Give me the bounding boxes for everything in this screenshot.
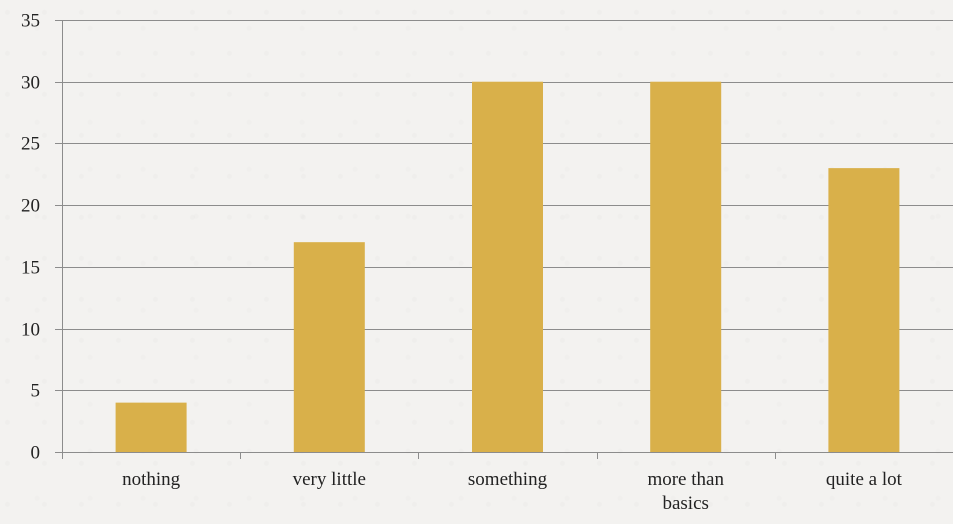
- bars: [115, 81, 900, 452]
- x-tick-label-more-than-basics: more than basics: [647, 469, 724, 514]
- y-tick-label-25: 25: [21, 134, 40, 155]
- y-tick-label-20: 20: [21, 196, 40, 217]
- x-tick-label-very-little: very little: [293, 469, 366, 490]
- bar-something: [472, 81, 543, 452]
- y-tick-label-30: 30: [21, 73, 40, 94]
- x-tick-labels: nothing very little something more than basi…: [122, 469, 903, 514]
- bar-very-little: [293, 242, 365, 452]
- y-tick-label-0: 0: [31, 443, 41, 464]
- x-tick-label-nothing: nothing: [122, 469, 181, 490]
- y-tick-label-5: 5: [31, 381, 41, 402]
- y-tick-label-10: 10: [21, 320, 40, 341]
- axes: [55, 20, 953, 459]
- bar-quite-a-lot: [828, 168, 900, 452]
- y-tick-label-15: 15: [21, 258, 40, 279]
- bar-nothing: [115, 402, 187, 452]
- y-tick-labels: 0 5 10 15 20 25 30 35: [21, 11, 40, 464]
- bar-more-than-basics: [650, 81, 722, 452]
- x-tick-label-quite-a-lot: quite a lot: [826, 469, 903, 490]
- y-tick-label-35: 35: [21, 11, 40, 32]
- x-tick-label-something: something: [468, 469, 548, 490]
